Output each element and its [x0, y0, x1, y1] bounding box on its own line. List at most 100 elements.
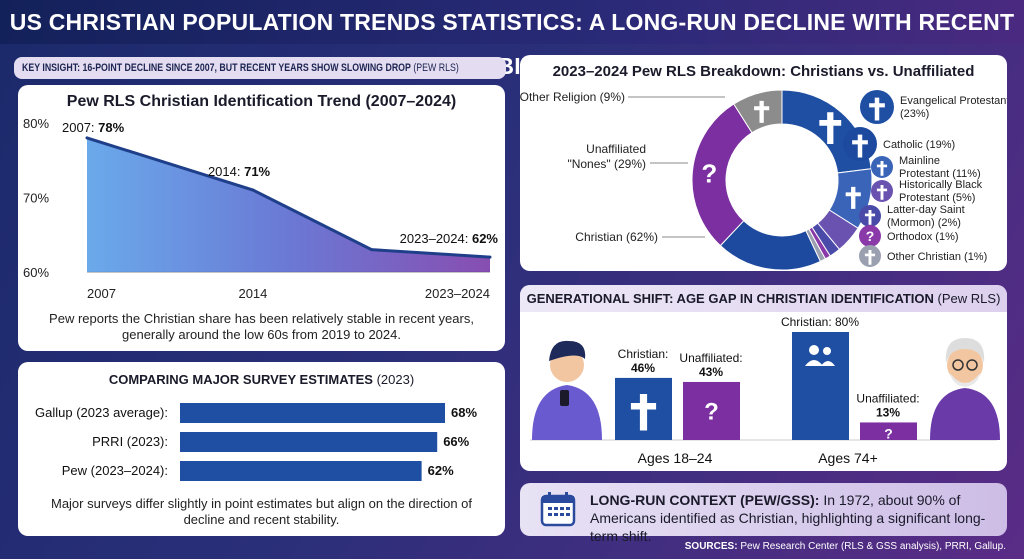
y-tick-label: 80% [23, 116, 49, 131]
cross-icon [754, 100, 770, 123]
trend-data-label: 2007: 78% [62, 120, 125, 135]
young-person-hair [549, 340, 586, 361]
survey-bar [180, 432, 438, 452]
survey-value-label: 62% [428, 463, 454, 478]
trend-data-label: 2023–2024: 62% [400, 231, 499, 246]
legend-label: Evangelical Protestant [900, 95, 1007, 107]
cross-icon [845, 186, 861, 209]
legend-label: Mainline [899, 155, 940, 167]
age-bar [683, 381, 740, 440]
x-tick-label: 2023–2024 [425, 286, 490, 301]
legend-icon-bg [859, 225, 881, 247]
survey-panel: COMPARING MAJOR SURVEY ESTIMATES (2023) … [18, 362, 505, 536]
survey-caption: Major surveys differ slightly in point e… [50, 496, 473, 527]
breakdown-donut: ? Evangelical Protestant(23%) Catholic (19… [520, 89, 1007, 271]
trend-data-label: 2014: 71% [208, 164, 271, 179]
sources-text: Pew Research Center (RLS & GSS analysis)… [740, 541, 1006, 552]
legend-label-other-religion: Other Religion (9%) [520, 90, 625, 104]
cross-icon [876, 160, 888, 176]
legend-label: (Mormon) (2%) [887, 217, 961, 229]
age-bar-label: Christian: 80% [781, 315, 859, 329]
glasses-icon [966, 359, 978, 371]
cross-icon [869, 97, 885, 121]
cross-icon [864, 209, 876, 225]
trend-line [86, 136, 491, 259]
survey-category-label: PRRI (2023): [92, 434, 168, 449]
trend-point [369, 248, 373, 252]
generational-title-note: (Pew RLS) [937, 291, 1001, 306]
y-tick-label: 70% [23, 191, 49, 206]
old-person-illustration [930, 388, 1000, 440]
context-box: LONG-RUN CONTEXT (PEW/GSS): In 1972, abo… [520, 483, 1007, 544]
age-bar-value: 13% [876, 405, 900, 419]
survey-title-note: (2023) [376, 372, 415, 387]
age-group-label: Ages 18–24 [638, 450, 713, 466]
legend-label: Orthodox (1%) [887, 231, 959, 243]
context-label: LONG-RUN CONTEXT (PEW/GSS): [590, 492, 820, 508]
age-bar-value: 43% [699, 365, 723, 379]
church-icon [852, 134, 868, 158]
key-insight: KEY INSIGHT: 16-POINT DECLINE SINCE 2007… [14, 57, 506, 79]
trend-chart: 80% 70% 60% 2007 2014 2023–2024 2007: 78% 2014:… [23, 116, 499, 301]
x-tick-label: 2014 [238, 286, 267, 301]
legend-label: Latter-day Saint [887, 204, 965, 216]
old-person-hair [945, 338, 985, 363]
trend-title: Pew RLS Christian Identification Trend (… [66, 93, 457, 110]
sources: SOURCES: Pew Research Center (RLS & GSS … [685, 541, 1006, 552]
question-icon: ? [704, 399, 719, 426]
key-insight-source: (PEW RLS) [413, 62, 459, 74]
survey-value-label: 66% [443, 434, 469, 449]
legend-label-christian: Christian (62%) [575, 230, 658, 244]
survey-value-label: 68% [451, 405, 477, 420]
legend-label: Protestant (5%) [899, 192, 975, 204]
generational-panel: GENERATIONAL SHIFT: AGE GAP IN CHRISTIAN… [520, 285, 1007, 471]
cross-icon [864, 249, 876, 265]
cross-icon [819, 112, 842, 144]
age-bar-series: Unaffiliated: [856, 391, 919, 405]
young-person-illustration [532, 385, 602, 440]
age-bar-series: Unaffiliated: [679, 351, 742, 365]
survey-title: COMPARING MAJOR SURVEY ESTIMATES [108, 372, 373, 387]
x-tick-label: 2007 [87, 286, 116, 301]
trend-point [251, 188, 255, 192]
context-text: In 1972, about 90% of Americans identifi… [590, 492, 986, 544]
people-icon [809, 345, 819, 355]
old-person-beard [950, 373, 980, 387]
cross-icon [630, 393, 657, 431]
generational-chart: Ages 18–24Christian:46%?Unaffiliated:43%… [530, 315, 1000, 466]
page-title: US CHRISTIAN POPULATION TRENDS STATISTIC… [0, 0, 1024, 79]
legend-label: Catholic (19%) [883, 139, 955, 151]
age-bar-series: Christian: [618, 347, 669, 361]
survey-chart: Gallup (2023 average): 68% PRRI (2023): 66%… [35, 403, 477, 481]
age-bar [860, 422, 917, 440]
sources-label: SOURCES: [684, 541, 738, 552]
legend-label-unaffiliated: "Nones" (29%) [567, 157, 646, 171]
breakdown-title: 2023–2024 Pew RLS Breakdown: Christians … [552, 63, 975, 80]
question-icon: ? [866, 228, 875, 244]
survey-category-label: Gallup (2023 average): [35, 405, 168, 420]
trend-point [85, 136, 89, 140]
people-icon [876, 184, 888, 200]
legend-label: Historically Black [899, 179, 983, 191]
breakdown-panel: 2023–2024 Pew RLS Breakdown: Christians … [520, 55, 1007, 271]
legend-label: Protestant (11%) [899, 168, 981, 180]
question-icon: ? [701, 158, 717, 188]
donut-slice [733, 89, 783, 134]
trend-panel: Pew RLS Christian Identification Trend (… [18, 85, 505, 351]
trend-caption: Pew reports the Christian share has been… [49, 311, 474, 342]
survey-bar [180, 461, 422, 481]
trend-area [87, 137, 490, 272]
phone-icon [560, 390, 569, 406]
glasses-icon [952, 359, 964, 371]
trend-point [488, 255, 492, 259]
key-insight-text: KEY INSIGHT: 16-POINT DECLINE SINCE 2007… [22, 62, 411, 74]
survey-category-label: Pew (2023–2024): [62, 463, 168, 478]
y-tick-label: 60% [23, 265, 49, 280]
people-icon [823, 347, 831, 355]
legend-label: (23%) [900, 108, 929, 120]
people-icon [805, 360, 835, 366]
age-group-label: Ages 74+ [818, 450, 878, 466]
generational-title: GENERATIONAL SHIFT: AGE GAP IN CHRISTIAN… [526, 291, 934, 306]
age-bar [792, 332, 849, 440]
calendar-icon [540, 492, 576, 527]
